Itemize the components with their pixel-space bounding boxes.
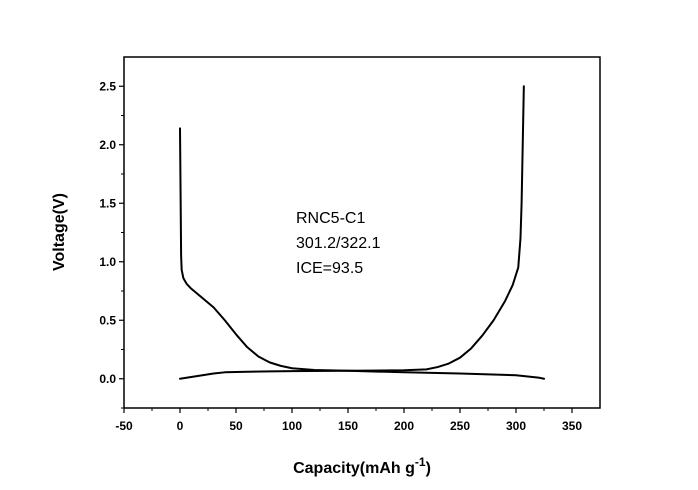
annotation-sample-name: RNC5-C1 [296,210,365,227]
series-layer [179,85,545,380]
plot-frame [123,56,601,409]
x-tick-label: 350 [562,419,582,433]
annotation-capacity-ratio: 301.2/322.1 [296,235,381,252]
x-axis-ticks: -50 0 50 100 150 200 250 300 350 [115,408,582,433]
annotation-block: RNC5-C1 301.2/322.1 ICE=93.5 [296,210,381,277]
discharge-curve [179,127,545,380]
x-axis-title: Capacity(mAh g-1) [293,455,431,477]
y-tick-label: 1.5 [99,196,116,210]
x-tick-label: 150 [338,419,358,433]
y-tick-label: 2.0 [99,138,116,152]
x-tick-label: -50 [115,419,133,433]
y-axis-ticks: 0.0 0.5 1.0 1.5 2.0 2.5 [99,79,124,409]
y-tick-label: 1.0 [99,255,116,269]
annotation-ice: ICE=93.5 [296,260,363,277]
x-tick-label: 300 [506,419,526,433]
y-axis-title: Voltage(V) [51,193,68,271]
x-axis-title-suffix: ) [426,460,431,477]
x-axis-title-superscript: -1 [415,455,426,469]
x-tick-label: 0 [177,419,184,433]
x-tick-label: 200 [394,419,414,433]
y-tick-label: 0.5 [99,313,116,327]
y-tick-label: 2.5 [99,79,116,93]
charge-curve [179,85,525,380]
x-tick-label: 50 [229,419,243,433]
y-tick-label: 0.0 [99,372,116,386]
x-tick-label: 100 [282,419,302,433]
x-tick-label: 250 [450,419,470,433]
